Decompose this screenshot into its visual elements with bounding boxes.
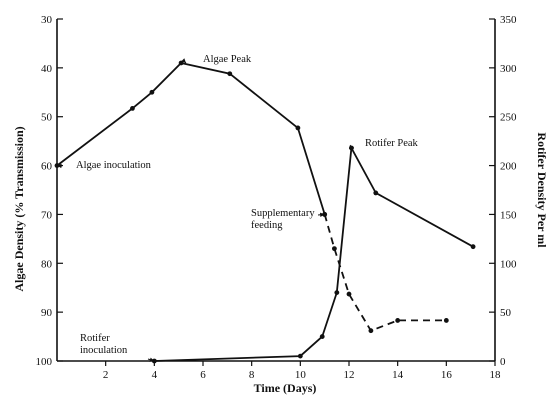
x-tick-label: 14 [392, 369, 404, 381]
annotation-supplementary-feeding: Supplementary feeding [251, 208, 325, 231]
annotation-line: feeding [251, 220, 283, 231]
data-point [297, 353, 303, 359]
y-left-tick-label: 70 [41, 209, 53, 221]
annotation-label: Rotifer Peak [365, 138, 419, 149]
y-right-tick-label: 100 [500, 258, 517, 270]
annotation-algae-peak: Algae Peak [181, 54, 252, 65]
data-point [178, 60, 184, 66]
axes: 2 4 6 8 10 12 14 16 18 30 40 50 60 70 80 90 100 0 50 100 150… [36, 14, 518, 381]
data-point [332, 246, 337, 252]
y-right-tick-label: 0 [500, 356, 506, 368]
x-tick-label: 18 [490, 369, 502, 381]
data-point [227, 71, 233, 77]
x-tick-label: 10 [295, 369, 307, 381]
annotation-line: Rotifer [80, 333, 110, 344]
y-axis-left-title: Algae Density (% Transmission) [12, 126, 26, 291]
x-tick-label: 6 [200, 369, 206, 381]
y-right-tick-label: 50 [500, 307, 512, 319]
annotation-arrowhead [348, 144, 354, 149]
y-axis-right-title: Rotifer Density Per ml [535, 132, 549, 248]
annotation-layer: Algae inoculation Algae Peak Rotifer Peak S… [56, 54, 419, 362]
y-right-tick-label: 250 [500, 112, 517, 124]
y-right-tick-label: 300 [500, 63, 517, 75]
annotation-arrowhead [57, 163, 62, 169]
annotation-rotifer-peak: Rotifer Peak [348, 138, 419, 149]
y-left-tick-label: 90 [41, 307, 53, 319]
annotation-line: Algae inoculation [76, 160, 152, 171]
x-tick-label: 4 [152, 369, 158, 381]
annotation-arrowhead [319, 212, 325, 217]
data-point [368, 328, 374, 334]
y-left-tick-label: 100 [36, 356, 53, 368]
annotation-rotifer-inoculation: Rotifer inoculation [80, 333, 155, 362]
annotation-label: Rotifer inoculation [80, 333, 128, 356]
x-tick-label: 8 [249, 369, 255, 381]
data-point [295, 125, 301, 131]
annotation-line: Rotifer Peak [365, 138, 419, 149]
data-point [151, 358, 157, 364]
data-point [443, 318, 449, 323]
x-tick-label: 12 [344, 369, 355, 381]
annotation-arrowhead [181, 58, 186, 63]
x-axis-title: Time (Days) [254, 381, 317, 395]
data-point [395, 318, 401, 323]
y-left-tick-label: 50 [41, 112, 53, 124]
annotation-line: inoculation [80, 345, 128, 356]
y-left-tick-label: 80 [41, 258, 53, 270]
y-left-tick-label: 40 [41, 63, 53, 75]
x-tick-label: 2 [103, 369, 109, 381]
data-point [334, 290, 340, 295]
y-right-tick-label: 350 [500, 14, 517, 26]
data-point [130, 106, 135, 111]
y-right-tick-label: 150 [500, 209, 517, 221]
data-point [470, 244, 476, 250]
data-point [373, 190, 379, 196]
data-point [346, 291, 352, 297]
annotation-label: Algae Peak [203, 54, 252, 65]
y-left-tick-label: 60 [41, 161, 53, 173]
y-left-tick-label: 30 [41, 14, 53, 26]
data-point [149, 89, 155, 95]
data-point [319, 334, 325, 339]
series-layer [54, 60, 476, 364]
algae-density-line [56, 62, 326, 215]
annotation-line: Supplementary [251, 208, 315, 219]
annotation-line: Algae Peak [203, 54, 252, 65]
algae-density-dashed-line [323, 214, 447, 332]
y-right-tick-label: 200 [500, 161, 517, 173]
annotation-arrowhead [149, 357, 155, 362]
annotation-label: Algae inoculation [76, 160, 152, 171]
x-tick-label: 16 [441, 369, 453, 381]
annotation-label: Supplementary feeding [251, 208, 315, 231]
annotation-algae-inoculation: Algae inoculation [56, 160, 152, 171]
